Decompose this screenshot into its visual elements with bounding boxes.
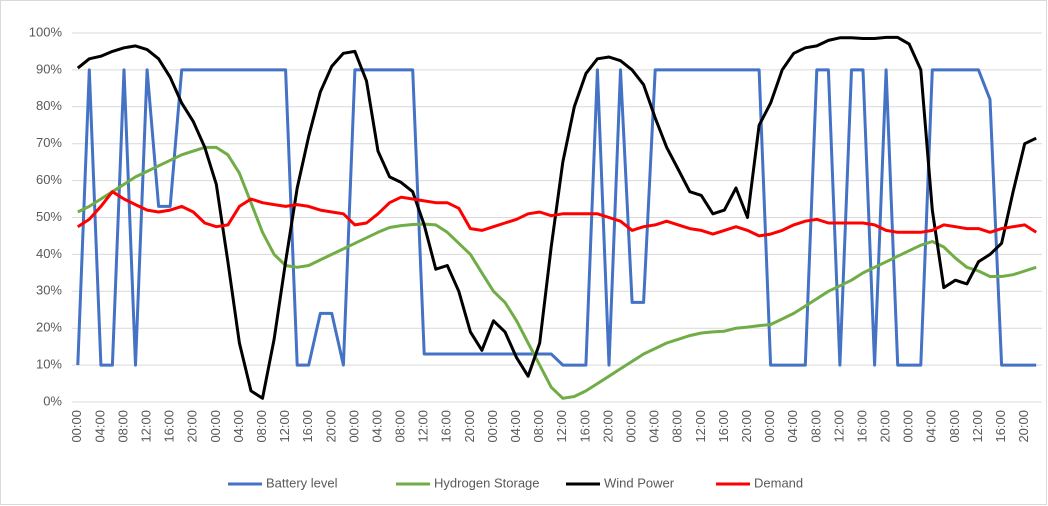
x-tick-label: 04:00 — [231, 410, 246, 443]
series-line — [77, 145, 1037, 400]
y-tick-label: 30% — [36, 283, 62, 298]
x-tick-label: 20:00 — [1016, 410, 1031, 443]
x-tick-label: 20:00 — [185, 410, 200, 443]
y-tick-label: 90% — [36, 61, 62, 76]
x-tick-label: 08:00 — [808, 410, 823, 443]
x-tick-label: 08:00 — [254, 410, 269, 443]
x-tick-label: 00:00 — [762, 410, 777, 443]
series-line — [76, 68, 1037, 367]
x-tick-label: 20:00 — [323, 410, 338, 443]
x-tick-label: 08:00 — [393, 410, 408, 443]
x-tick-label: 12:00 — [277, 410, 292, 443]
y-tick-label: 80% — [36, 98, 62, 113]
x-tick-label: 08:00 — [670, 410, 685, 443]
legend-label: Hydrogen Storage — [434, 475, 540, 490]
x-tick-label: 16:00 — [716, 410, 731, 443]
y-tick-label: 20% — [36, 320, 62, 335]
y-tick-label: 10% — [36, 357, 62, 372]
x-tick-label: 00:00 — [69, 410, 84, 443]
x-tick-label: 08:00 — [115, 410, 130, 443]
legend-label: Demand — [754, 475, 803, 490]
x-tick-label: 00:00 — [208, 410, 223, 443]
x-tick-label: 16:00 — [993, 410, 1008, 443]
x-tick-label: 12:00 — [416, 410, 431, 443]
x-tick-label: 20:00 — [878, 410, 893, 443]
x-tick-label: 00:00 — [623, 410, 638, 443]
y-tick-label: 40% — [36, 246, 62, 261]
x-tick-label: 12:00 — [970, 410, 985, 443]
x-tick-label: 16:00 — [439, 410, 454, 443]
x-tick-label: 04:00 — [924, 410, 939, 443]
y-tick-label: 0% — [43, 393, 62, 408]
x-tick-label: 00:00 — [485, 410, 500, 443]
y-tick-label: 100% — [29, 24, 63, 39]
legend-label: Wind Power — [604, 475, 675, 490]
x-tick-label: 20:00 — [462, 410, 477, 443]
x-tick-label: 16:00 — [854, 410, 869, 443]
x-tick-label: 20:00 — [600, 410, 615, 443]
y-tick-label: 50% — [36, 209, 62, 224]
x-tick-label: 04:00 — [647, 410, 662, 443]
x-tick-label: 16:00 — [162, 410, 177, 443]
y-tick-label: 60% — [36, 172, 62, 187]
x-tick-label: 12:00 — [831, 410, 846, 443]
x-tick-label: 12:00 — [554, 410, 569, 443]
x-tick-label: 04:00 — [92, 410, 107, 443]
x-tick-label: 12:00 — [138, 410, 153, 443]
series-line — [76, 35, 1037, 400]
series-line — [76, 190, 1038, 238]
x-tick-label: 00:00 — [346, 410, 361, 443]
x-tick-label: 04:00 — [785, 410, 800, 443]
x-tick-label: 08:00 — [531, 410, 546, 443]
x-tick-label: 16:00 — [300, 410, 315, 443]
x-tick-label: 04:00 — [369, 410, 384, 443]
x-tick-label: 20:00 — [739, 410, 754, 443]
x-tick-label: 04:00 — [508, 410, 523, 443]
x-tick-label: 16:00 — [577, 410, 592, 443]
y-tick-label: 70% — [36, 135, 62, 150]
x-tick-label: 08:00 — [947, 410, 962, 443]
x-tick-label: 00:00 — [901, 410, 916, 443]
legend-label: Battery level — [266, 475, 338, 490]
x-tick-label: 12:00 — [693, 410, 708, 443]
